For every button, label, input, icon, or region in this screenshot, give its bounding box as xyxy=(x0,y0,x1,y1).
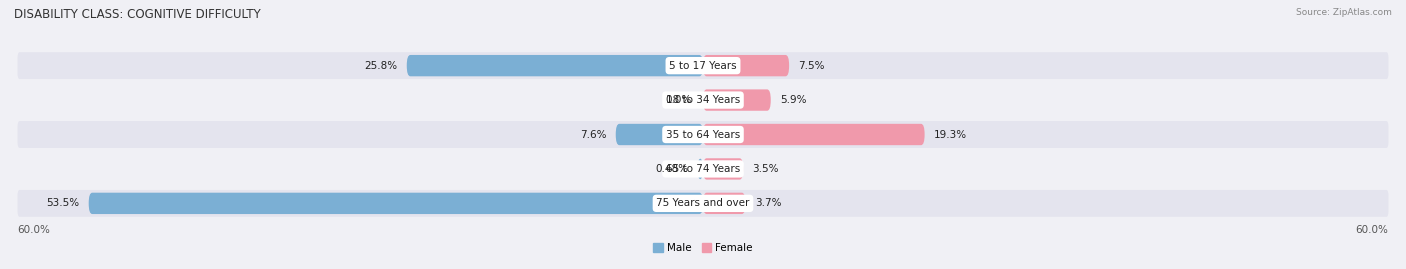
Text: 7.6%: 7.6% xyxy=(581,129,606,140)
FancyBboxPatch shape xyxy=(616,124,703,145)
FancyBboxPatch shape xyxy=(17,121,1389,148)
FancyBboxPatch shape xyxy=(703,158,744,180)
FancyBboxPatch shape xyxy=(703,193,745,214)
Text: 5 to 17 Years: 5 to 17 Years xyxy=(669,61,737,71)
FancyBboxPatch shape xyxy=(89,193,703,214)
FancyBboxPatch shape xyxy=(406,55,703,76)
Text: 19.3%: 19.3% xyxy=(934,129,967,140)
FancyBboxPatch shape xyxy=(17,190,1389,217)
Text: 60.0%: 60.0% xyxy=(1355,225,1389,235)
FancyBboxPatch shape xyxy=(17,52,1389,79)
Text: 60.0%: 60.0% xyxy=(17,225,51,235)
Text: 75 Years and over: 75 Years and over xyxy=(657,198,749,208)
Text: 53.5%: 53.5% xyxy=(46,198,80,208)
FancyBboxPatch shape xyxy=(703,89,770,111)
Text: 5.9%: 5.9% xyxy=(780,95,807,105)
FancyBboxPatch shape xyxy=(697,158,703,180)
Text: 0.0%: 0.0% xyxy=(665,95,692,105)
Text: 3.7%: 3.7% xyxy=(755,198,782,208)
FancyBboxPatch shape xyxy=(17,87,1389,114)
FancyBboxPatch shape xyxy=(703,124,925,145)
Text: 35 to 64 Years: 35 to 64 Years xyxy=(666,129,740,140)
Text: 7.5%: 7.5% xyxy=(799,61,825,71)
Text: 25.8%: 25.8% xyxy=(364,61,398,71)
Text: Source: ZipAtlas.com: Source: ZipAtlas.com xyxy=(1296,8,1392,17)
Text: 18 to 34 Years: 18 to 34 Years xyxy=(666,95,740,105)
FancyBboxPatch shape xyxy=(17,155,1389,182)
Text: 65 to 74 Years: 65 to 74 Years xyxy=(666,164,740,174)
FancyBboxPatch shape xyxy=(703,55,789,76)
Legend: Male, Female: Male, Female xyxy=(654,243,752,253)
Text: 0.48%: 0.48% xyxy=(655,164,689,174)
Text: DISABILITY CLASS: COGNITIVE DIFFICULTY: DISABILITY CLASS: COGNITIVE DIFFICULTY xyxy=(14,8,260,21)
Text: 3.5%: 3.5% xyxy=(752,164,779,174)
